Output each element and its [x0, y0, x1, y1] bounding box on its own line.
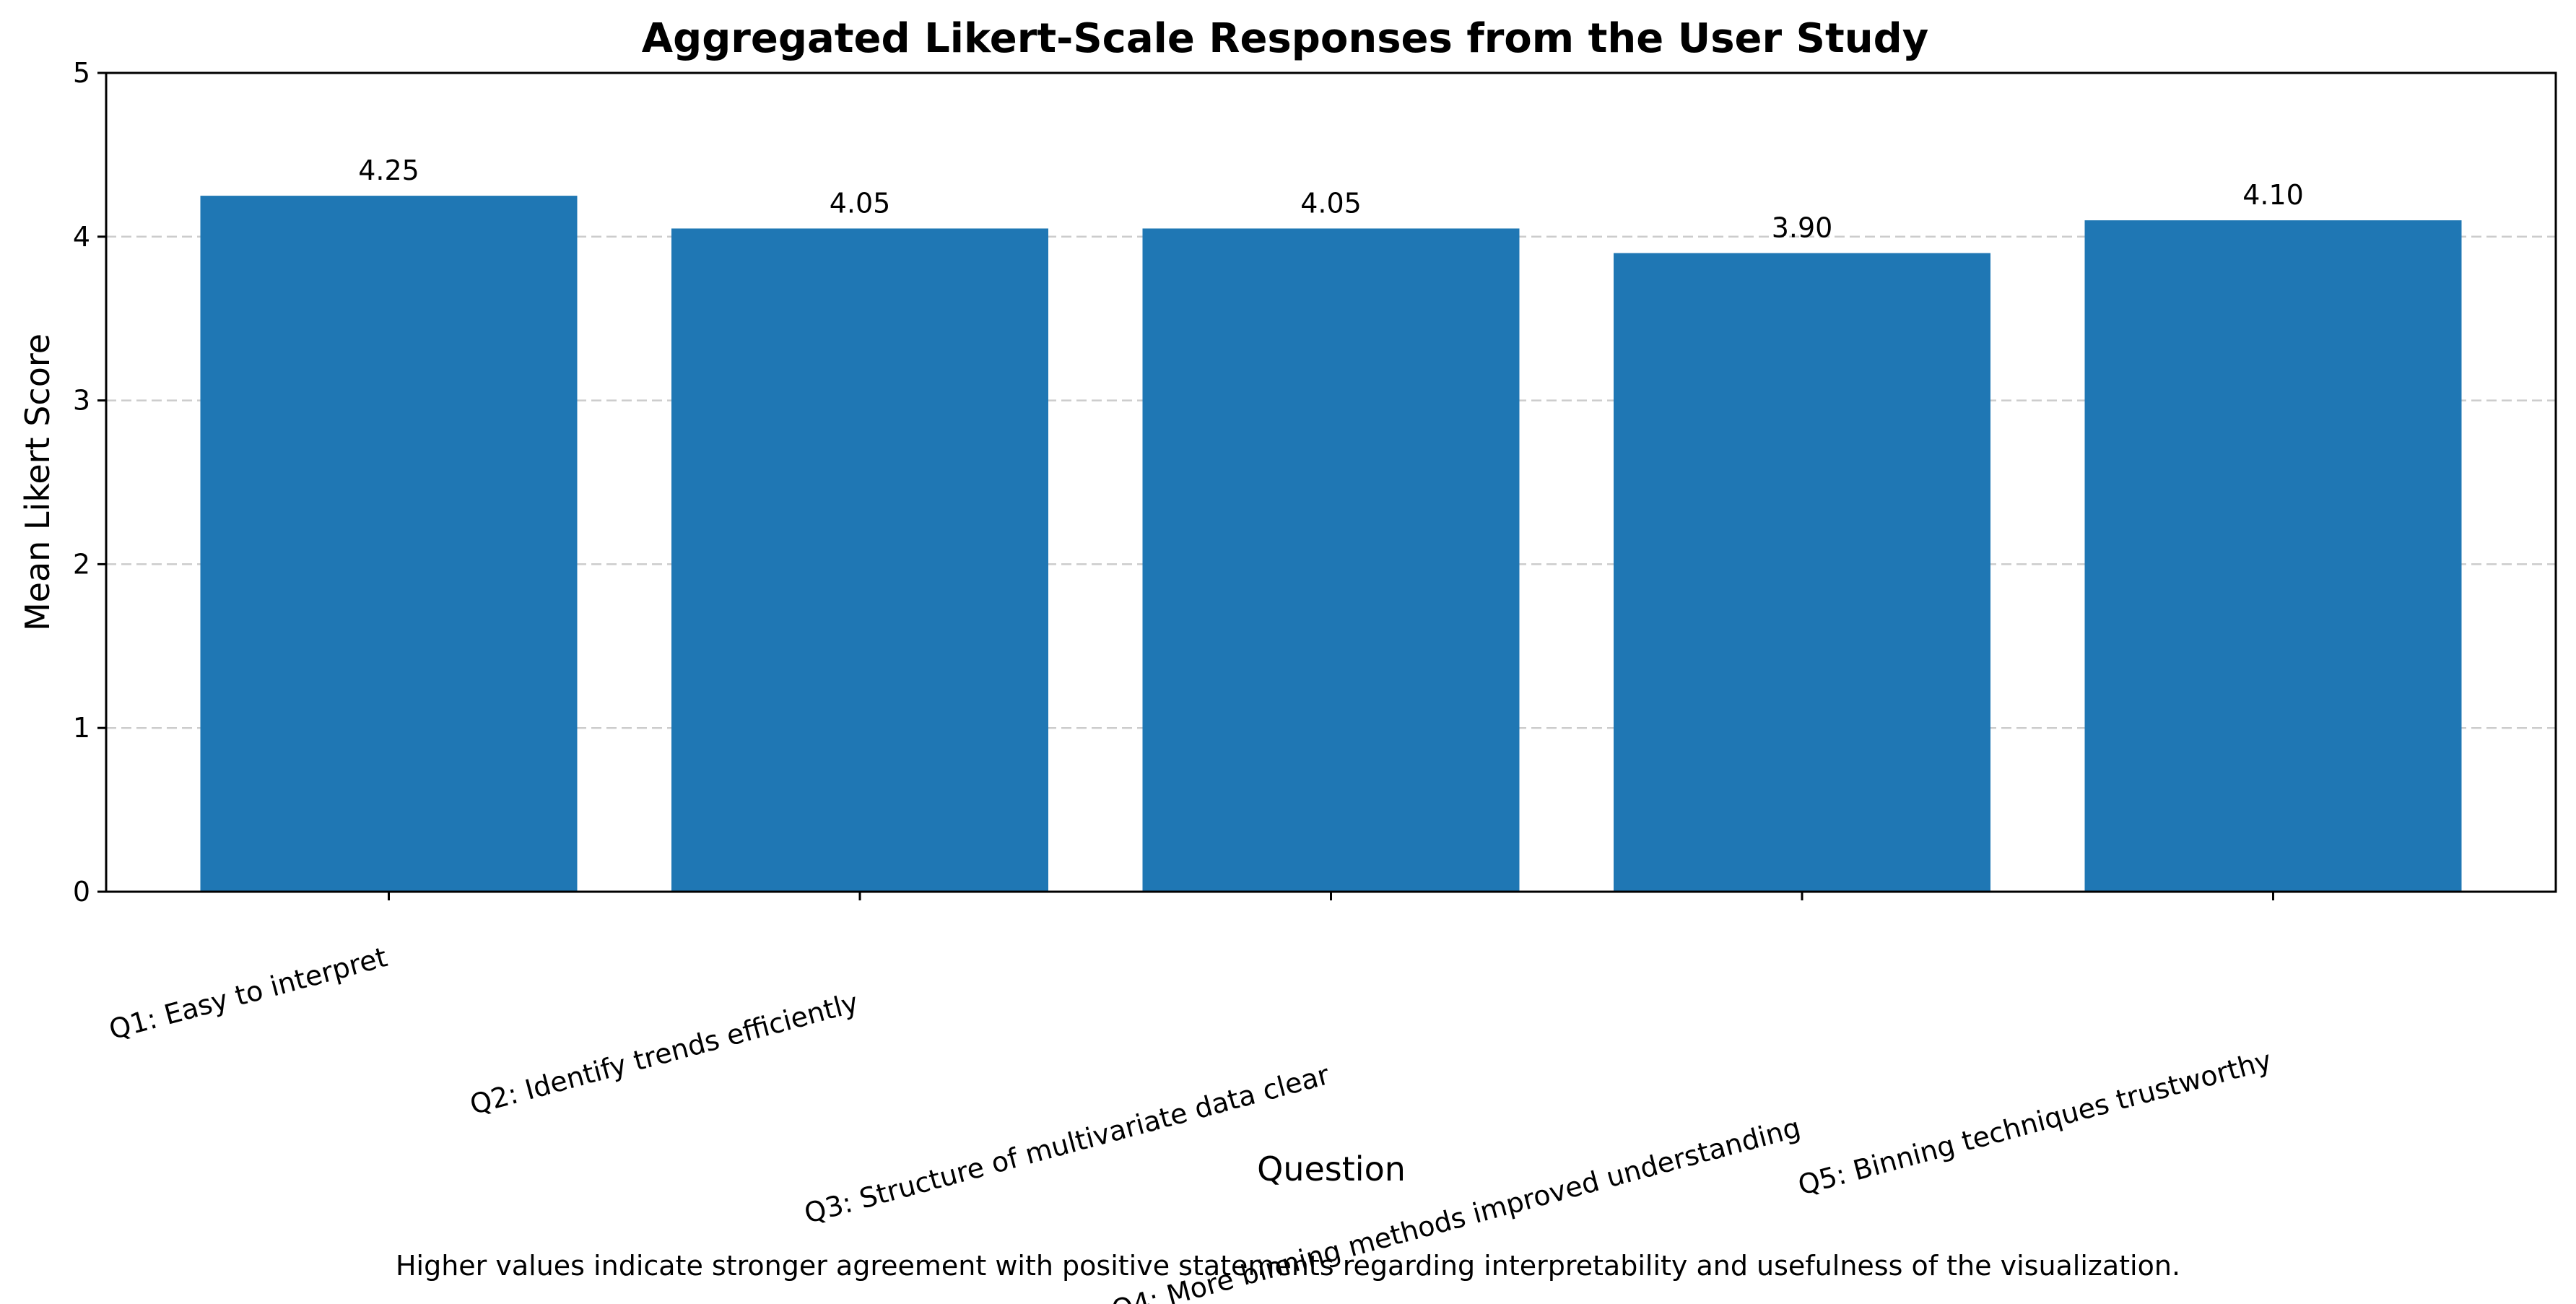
y-tick-label: 2 [73, 548, 90, 580]
y-axis-label: Mean Likert Score [18, 334, 57, 631]
bar-q3 [1142, 228, 1520, 892]
y-tick-label: 1 [73, 712, 90, 744]
bar-value-label-q2: 4.05 [830, 187, 891, 219]
x-axis-ticks: Q1: Easy to interpret Q2: Identify trends… [105, 892, 2275, 1304]
x-tick-label-q1: Q1: Easy to interpret [105, 941, 390, 1046]
bar-q4 [1614, 253, 1990, 892]
y-tick-label: 3 [73, 385, 90, 417]
chart-caption: Higher values indicate stronger agreemen… [396, 1250, 2180, 1282]
y-tick-label: 4 [73, 221, 90, 253]
x-tick-label-q2: Q2: Identify trends efficiently [466, 986, 861, 1121]
chart-title: Aggregated Likert-Scale Responses from t… [642, 15, 1928, 62]
x-tick-label-q5: Q5: Binning techniques trustworthy [1795, 1044, 2275, 1201]
bar-value-label-q1: 4.25 [358, 155, 419, 186]
bar-q2 [671, 228, 1048, 892]
x-axis-label: Question [1257, 1149, 1406, 1188]
y-tick-label: 5 [73, 57, 90, 89]
bar-value-labels: 4.25 4.05 4.05 3.90 4.10 [358, 155, 2304, 243]
bar-value-label-q4: 3.90 [1772, 212, 1833, 243]
bar-value-label-q3: 4.05 [1300, 187, 1362, 219]
bar-q1 [200, 196, 578, 892]
y-axis-ticks: 0 1 2 3 4 5 [73, 57, 106, 908]
y-tick-label: 0 [73, 876, 90, 908]
x-tick-label-q3: Q3: Structure of multivariate data clear [801, 1059, 1333, 1230]
bar-value-label-q5: 4.10 [2242, 179, 2304, 211]
bars [200, 196, 2462, 892]
bar-q5 [2084, 220, 2462, 892]
